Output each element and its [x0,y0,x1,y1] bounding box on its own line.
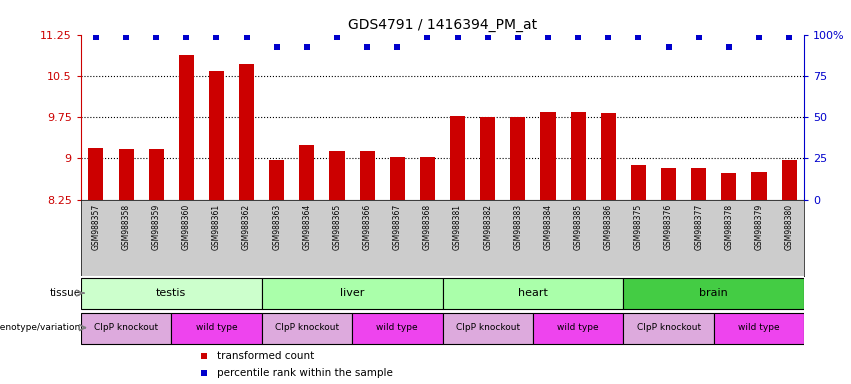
Text: GSM988385: GSM988385 [574,204,583,250]
Text: liver: liver [340,288,364,298]
Text: GSM988386: GSM988386 [604,204,613,250]
Text: GSM988358: GSM988358 [122,204,130,250]
Text: GSM988365: GSM988365 [333,204,341,250]
Bar [81,313,171,344]
Bar [623,313,714,344]
Bar [352,313,443,344]
Bar [450,116,465,200]
Text: GSM988383: GSM988383 [513,204,523,250]
Text: GSM988382: GSM988382 [483,204,492,250]
Text: testis: testis [156,288,186,298]
Text: GSM988360: GSM988360 [182,204,191,250]
Text: GSM988363: GSM988363 [272,204,281,250]
Text: GSM988375: GSM988375 [634,204,643,250]
Bar [261,313,352,344]
Bar [239,64,254,200]
Title: GDS4791 / 1416394_PM_at: GDS4791 / 1416394_PM_at [348,18,537,32]
Text: transformed count: transformed count [217,351,314,361]
Text: heart: heart [518,288,548,298]
Text: GSM988362: GSM988362 [243,204,251,250]
Text: GSM988379: GSM988379 [755,204,763,250]
Bar [533,313,623,344]
Bar [781,160,797,200]
Bar [329,151,345,200]
Text: wild type: wild type [376,323,418,332]
Bar [209,71,224,200]
Bar [443,278,623,310]
Bar [480,117,495,200]
Bar [261,278,443,310]
Text: GSM988380: GSM988380 [785,204,794,250]
Text: GSM988377: GSM988377 [694,204,703,250]
Bar [571,112,585,200]
Bar [360,151,374,200]
Text: ClpP knockout: ClpP knockout [94,323,158,332]
Text: brain: brain [700,288,728,298]
Bar [623,278,804,310]
Text: wild type: wild type [196,323,237,332]
Text: genotype/variation: genotype/variation [0,323,81,332]
Text: ClpP knockout: ClpP knockout [275,323,339,332]
Text: percentile rank within the sample: percentile rank within the sample [217,368,392,378]
Text: wild type: wild type [738,323,780,332]
Bar [81,278,262,310]
Text: wild type: wild type [557,323,599,332]
Text: GSM988366: GSM988366 [363,204,372,250]
Text: GSM988359: GSM988359 [151,204,161,250]
Bar [714,313,804,344]
Bar [540,112,556,200]
Text: GSM988384: GSM988384 [544,204,552,250]
Bar [171,313,261,344]
Text: tissue: tissue [49,288,81,298]
Bar [390,157,405,200]
Bar [118,149,134,200]
Bar [300,145,314,200]
Bar [691,168,706,200]
Text: ClpP knockout: ClpP knockout [455,323,520,332]
Bar [443,313,533,344]
Bar [179,55,194,200]
Bar [601,113,616,200]
Bar [420,157,435,200]
Bar [149,149,163,200]
Bar [661,168,676,200]
Bar [751,172,767,200]
Text: GSM988364: GSM988364 [302,204,311,250]
Text: GSM988361: GSM988361 [212,204,221,250]
Text: ClpP knockout: ClpP knockout [637,323,700,332]
Text: GSM988357: GSM988357 [91,204,100,250]
Bar [722,173,736,200]
Bar [269,160,284,200]
Bar [511,117,525,200]
Text: GSM988376: GSM988376 [664,204,673,250]
Text: GSM988378: GSM988378 [724,204,734,250]
Bar [89,149,104,200]
Text: GSM988368: GSM988368 [423,204,432,250]
Text: GSM988367: GSM988367 [393,204,402,250]
Bar [631,165,646,200]
Text: GSM988381: GSM988381 [453,204,462,250]
